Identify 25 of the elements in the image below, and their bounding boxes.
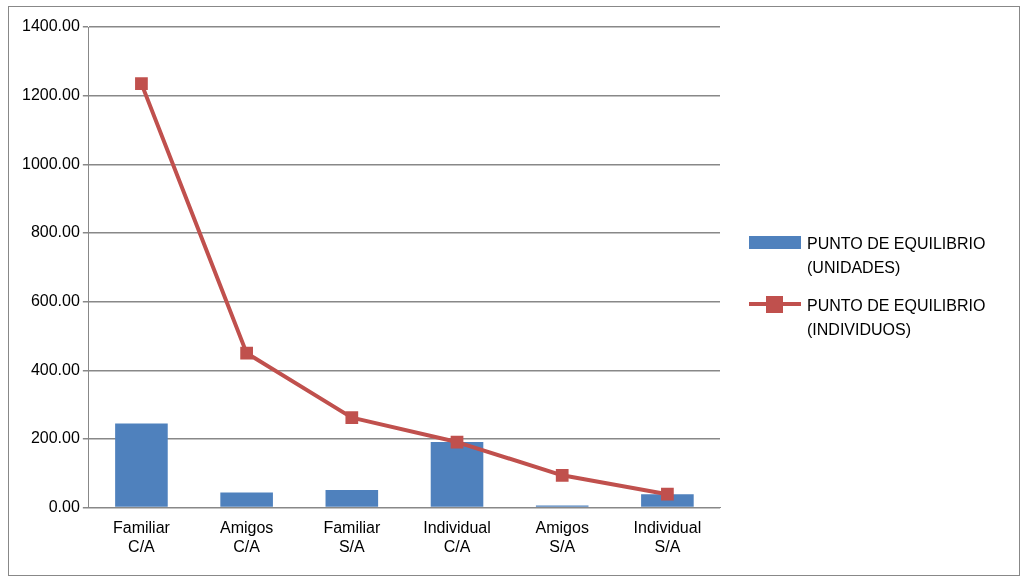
point: [661, 487, 674, 501]
x-tick-label: Amigos C/A: [219, 518, 274, 555]
y-tick-label: 1200.00: [21, 86, 80, 104]
y-tick-label: 1000.00: [21, 154, 80, 172]
x-tick-label: Familiar S/A: [323, 518, 381, 555]
x-tick-label: Familiar C/A: [112, 518, 171, 555]
bar: [325, 490, 379, 507]
y-tick-label: 800.00: [30, 223, 80, 241]
y-tick-label: 0.00: [48, 498, 80, 516]
point: [240, 346, 253, 360]
x-tick-label: Individual S/A: [633, 518, 702, 555]
point: [345, 411, 359, 425]
point: [555, 468, 569, 482]
x-tick-label: Amigos S/A: [535, 518, 589, 555]
bar: [220, 492, 273, 507]
bar: [430, 442, 484, 507]
bar: [115, 423, 168, 507]
x-tick-label: Individual C/A: [423, 518, 491, 555]
point: [135, 77, 148, 91]
y-tick-label: 400.00: [30, 360, 80, 378]
legend-label: PUNTO DE EQUILIBRIO (INDIVIDUOS): [807, 296, 987, 340]
y-tick-label: 1400.00: [21, 17, 80, 35]
y-tick-label: 600.00: [30, 292, 80, 310]
y-tick-label: 200.00: [30, 429, 80, 447]
legend-label: PUNTO DE EQUILIBRIO (UNIDADES): [807, 234, 987, 278]
